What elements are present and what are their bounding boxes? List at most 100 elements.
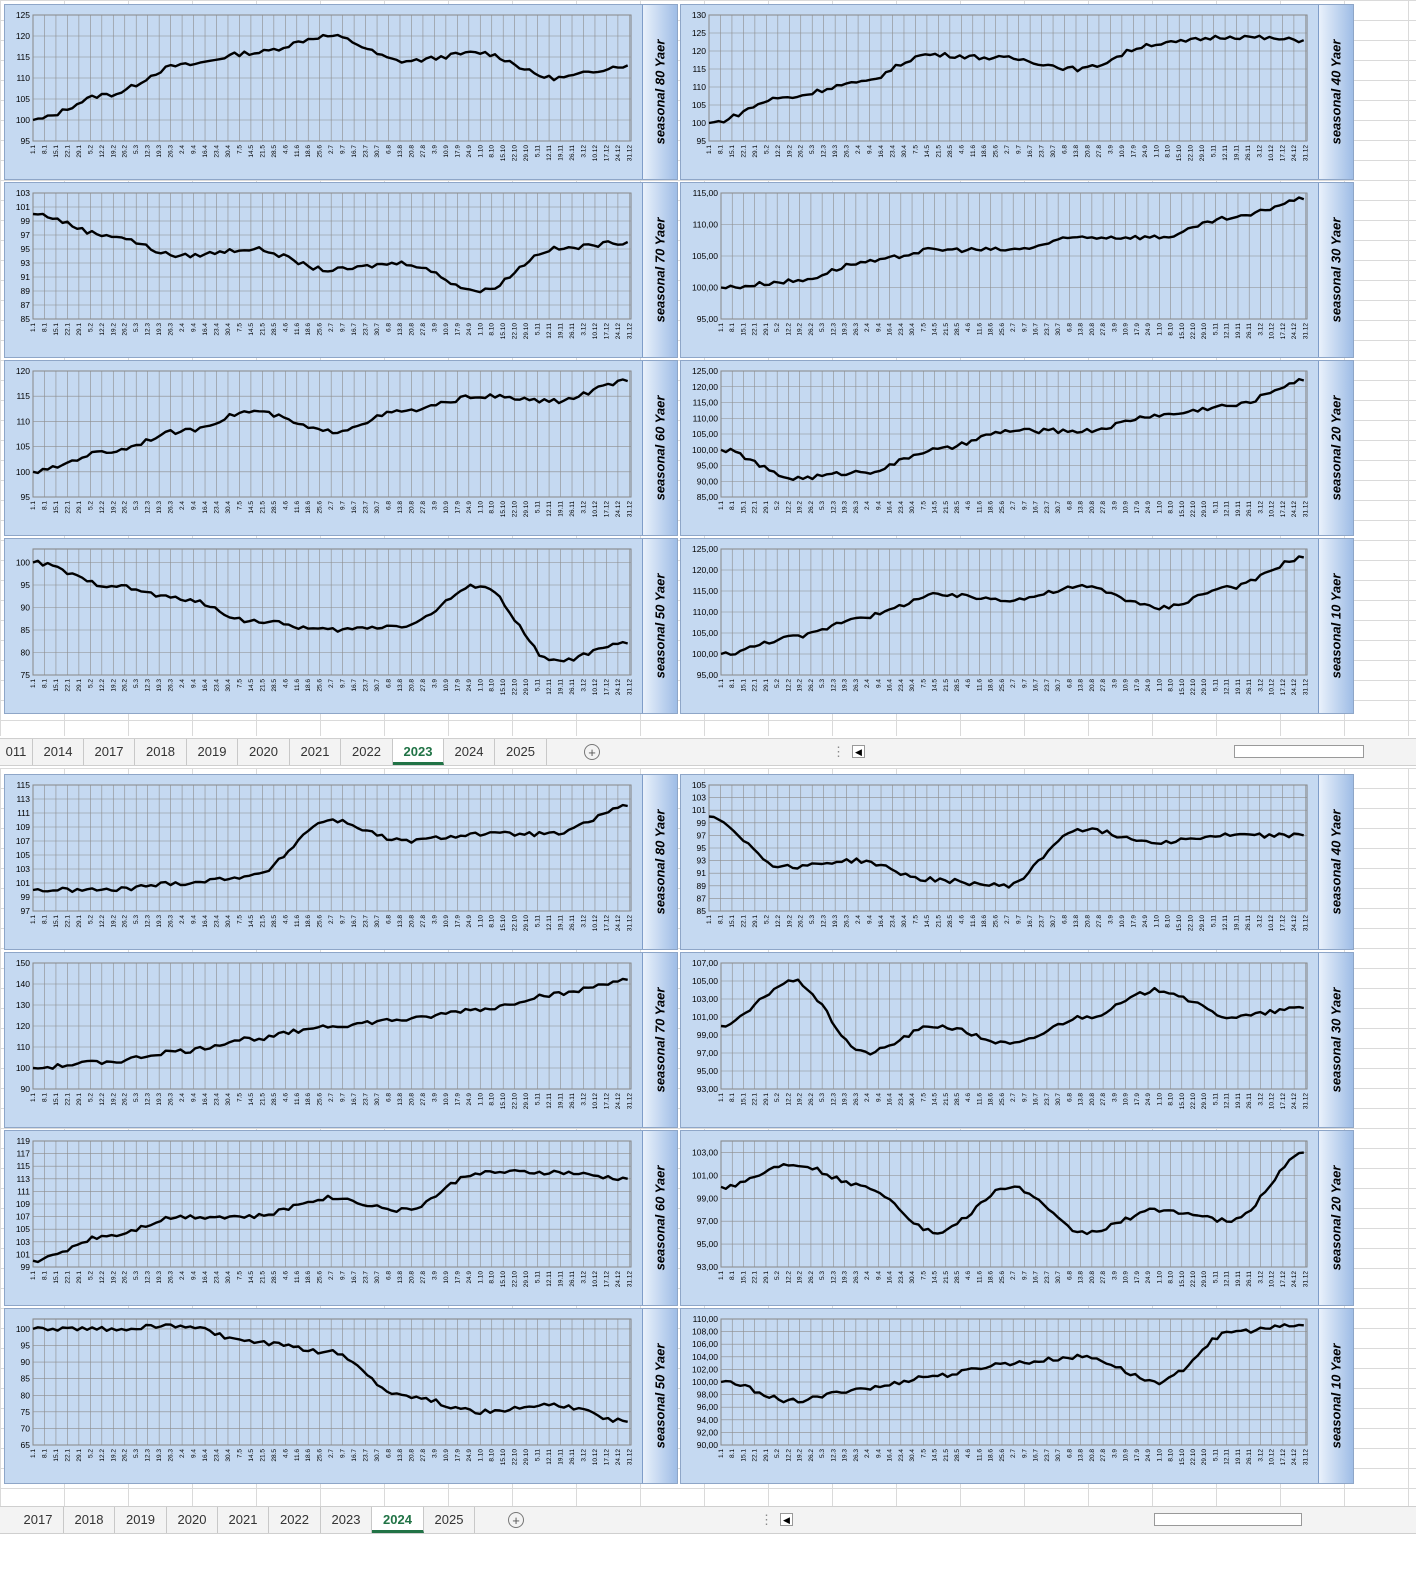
sheet-tab[interactable]: 2022 <box>269 1507 321 1533</box>
x-tick-label: 25.6 <box>317 1449 324 1462</box>
x-tick-label: 17.12 <box>603 679 610 696</box>
x-tick-label: 26.11 <box>569 501 576 517</box>
sheet-tab[interactable]: 2021 <box>290 739 341 765</box>
x-tick-label: 31.12 <box>1302 323 1309 340</box>
sheet-tab[interactable]: 2019 <box>115 1507 167 1533</box>
sheet-tab[interactable]: 2014 <box>33 739 84 765</box>
x-tick-label: 17.12 <box>1280 1271 1287 1288</box>
chart-panel[interactable]: seasonal 60 Yaer 1.1 8.1 15.1 22.1 29.1 5.2 12.… <box>4 1130 678 1306</box>
sheet-tab[interactable]: 2022 <box>341 739 393 765</box>
x-tick-label: 12.3 <box>145 1271 152 1284</box>
x-tick-label: 29.1 <box>763 501 770 514</box>
chart-panel[interactable]: seasonal 10 Yaer 1.1 8.1 15.1 22.1 29.1 5.2 12.… <box>680 538 1354 714</box>
sheet-tab[interactable]: 2025 <box>424 1507 475 1533</box>
x-tick-label: 16.7 <box>351 145 358 158</box>
x-tick-label: 26.11 <box>569 1093 576 1109</box>
series-line <box>32 559 629 663</box>
chart-panel[interactable]: seasonal 30 Yaer 1.1 8.1 15.1 22.1 29.1 5.2 12.… <box>680 952 1354 1128</box>
sheet-tab[interactable]: 2018 <box>64 1507 115 1533</box>
chart-panel[interactable]: seasonal 50 Yaer 1.1 8.1 15.1 22.1 29.1 5.2 12.… <box>4 1308 678 1484</box>
scroll-left-button[interactable]: ◀ <box>852 745 865 758</box>
chart-panel[interactable]: seasonal 20 Yaer 1.1 8.1 15.1 22.1 29.1 5.2 12.… <box>680 360 1354 536</box>
x-tick-label: 7.5 <box>912 915 919 924</box>
sheet-tab[interactable]: 2019 <box>187 739 238 765</box>
x-tick-label: 26.11 <box>1246 501 1253 517</box>
chart-panel[interactable]: seasonal 40 Yaer 1.1 8.1 15.1 22.1 29.1 5.2 12.… <box>680 774 1354 950</box>
x-tick-label: 30.7 <box>1055 1449 1062 1462</box>
chart-panel[interactable]: seasonal 60 Yaer 1.1 8.1 15.1 22.1 29.1 5.2 12.… <box>4 360 678 536</box>
sheet-tab[interactable]: 2024 <box>372 1507 424 1533</box>
x-tick-label: 12.3 <box>145 323 152 336</box>
chart-panel[interactable]: seasonal 80 Yaer 1.1 8.1 15.1 22.1 29.1 5.2 12.… <box>4 774 678 950</box>
y-tick-label: 100,00 <box>692 445 718 455</box>
x-tick-label: 17.12 <box>603 1271 610 1288</box>
x-tick-label: 1.1 <box>718 1271 725 1280</box>
x-tick-label: 21.5 <box>935 145 942 158</box>
y-tick-label: 99 <box>697 818 707 828</box>
x-tick-label: 8.1 <box>717 145 724 154</box>
x-tick-label: 30.4 <box>909 323 916 336</box>
chart-panel[interactable]: seasonal 70 Yaer 1.1 8.1 15.1 22.1 29.1 5.2 12.… <box>4 182 678 358</box>
x-tick-label: 24.12 <box>1291 1271 1298 1288</box>
x-tick-label: 1.10 <box>477 323 484 336</box>
x-tick-label: 10.9 <box>1123 501 1130 514</box>
sheet-tab[interactable]: 2018 <box>135 739 187 765</box>
x-tick-label: 24.9 <box>1142 915 1149 928</box>
x-tick-label: 26.11 <box>1246 1271 1253 1287</box>
add-sheet-button[interactable]: + <box>508 1512 524 1528</box>
chart-panel[interactable]: seasonal 10 Yaer 1.1 8.1 15.1 22.1 29.1 5.2 12.… <box>680 1308 1354 1484</box>
sheet-tab[interactable]: 2023 <box>393 739 444 765</box>
x-tick-label: 21.5 <box>259 679 266 692</box>
x-tick-label: 20.8 <box>408 501 415 514</box>
x-tick-label: 25.6 <box>317 1271 324 1284</box>
add-sheet-button[interactable]: + <box>584 744 600 760</box>
y-tick-label: 70 <box>21 1423 31 1433</box>
x-tick-label: 12.11 <box>546 323 553 339</box>
x-tick-label: 12.3 <box>830 323 837 336</box>
x-tick-label: 2.7 <box>1010 1271 1017 1280</box>
sheet-tab[interactable]: 2017 <box>84 739 135 765</box>
x-tick-label: 28.5 <box>954 1449 961 1462</box>
horizontal-scrollbar[interactable] <box>1154 1513 1302 1526</box>
x-tick-label: 2.4 <box>864 679 871 688</box>
x-tick-label: 19.11 <box>558 145 565 161</box>
x-tick-label: 12.11 <box>1224 323 1231 339</box>
scroll-left-button[interactable]: ◀ <box>780 1513 793 1526</box>
chart-panel[interactable]: seasonal 40 Yaer 1.1 8.1 15.1 22.1 29.1 5.2 12.… <box>680 4 1354 180</box>
series-line <box>32 803 628 894</box>
chart-panel[interactable]: seasonal 80 Yaer 1.1 8.1 15.1 22.1 29.1 5.2 12.… <box>4 4 678 180</box>
sheet-tab[interactable]: 2021 <box>218 1507 269 1533</box>
tab-splitter-dots[interactable]: ⋮ <box>832 744 845 759</box>
sheet-tab[interactable]: 2020 <box>167 1507 218 1533</box>
chart-panel[interactable]: seasonal 70 Yaer 1.1 8.1 15.1 22.1 29.1 5.2 12.… <box>4 952 678 1128</box>
y-tick-label: 93 <box>21 258 31 268</box>
x-tick-label: 12.2 <box>99 915 106 928</box>
x-tick-label: 29.1 <box>76 915 83 928</box>
x-tick-label: 20.8 <box>408 1271 415 1284</box>
y-tick-label: 90 <box>21 1357 31 1367</box>
sheet-tab[interactable]: 2023 <box>321 1507 372 1533</box>
x-tick-label: 26.11 <box>1246 1449 1253 1465</box>
sheet-tab[interactable]: 2024 <box>444 739 495 765</box>
y-tick-label: 98,00 <box>697 1390 719 1400</box>
x-tick-label: 29.1 <box>752 915 759 928</box>
x-tick-label: 3.12 <box>1256 145 1263 158</box>
sheet-tab[interactable]: 011 <box>0 739 33 765</box>
sheet-tab[interactable]: 2020 <box>238 739 290 765</box>
sheet-tab[interactable]: 2017 <box>13 1507 64 1533</box>
chart-title-band: seasonal 30 Yaer <box>1318 953 1353 1127</box>
y-tick-label: 115 <box>16 391 30 401</box>
chart-panel[interactable]: seasonal 50 Yaer 1.1 8.1 15.1 22.1 29.1 5.2 12.… <box>4 538 678 714</box>
x-tick-label: 7.5 <box>920 1449 927 1458</box>
chart-panel[interactable]: seasonal 30 Yaer 1.1 8.1 15.1 22.1 29.1 5.2 12.… <box>680 182 1354 358</box>
chart-panel[interactable]: seasonal 20 Yaer 1.1 8.1 15.1 22.1 29.1 5.2 12.… <box>680 1130 1354 1306</box>
horizontal-scrollbar[interactable] <box>1234 745 1364 758</box>
x-tick-label: 22.1 <box>752 1449 759 1462</box>
x-tick-label: 3.12 <box>580 1271 587 1284</box>
tab-splitter-dots[interactable]: ⋮ <box>760 1512 773 1527</box>
sheet-tab[interactable]: 2025 <box>495 739 547 765</box>
y-tick-label: 105 <box>16 850 30 860</box>
x-tick-label: 30.4 <box>225 679 232 692</box>
x-tick-label: 30.7 <box>374 1449 381 1462</box>
x-tick-label: 30.4 <box>909 501 916 514</box>
